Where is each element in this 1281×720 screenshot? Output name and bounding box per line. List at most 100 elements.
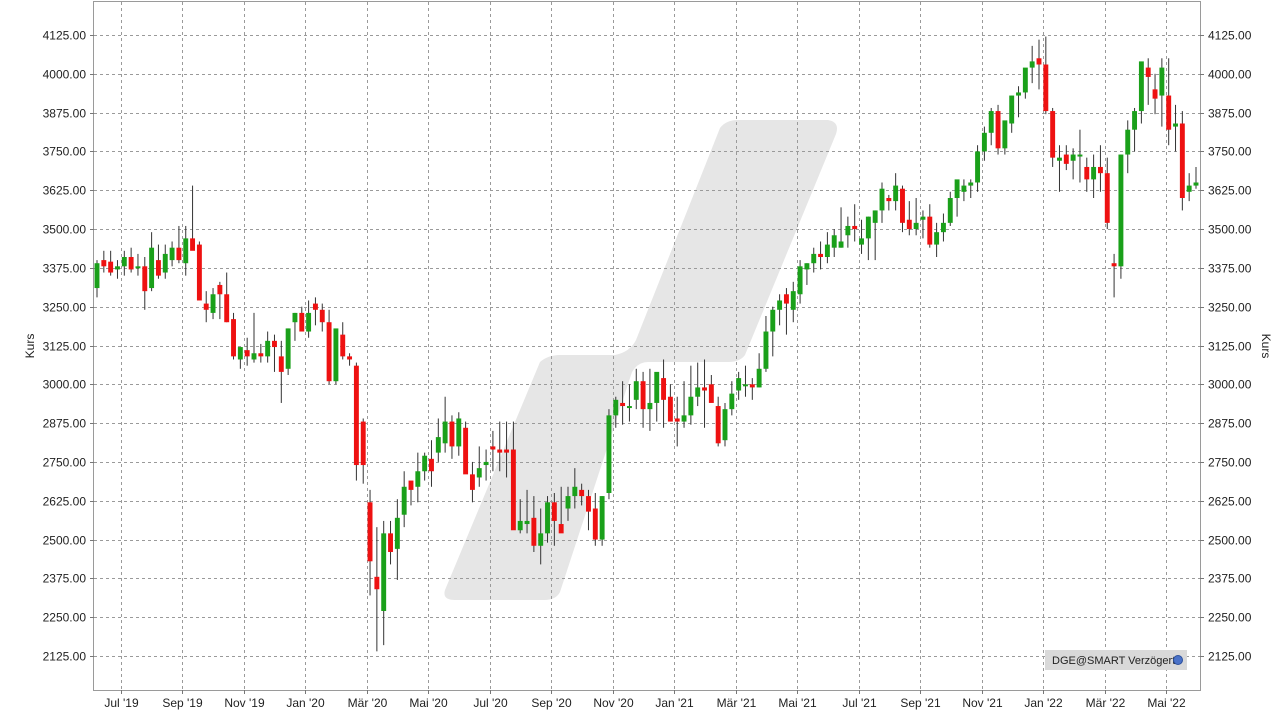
candle-body [449,421,455,447]
candle [640,371,646,428]
candle [736,371,742,400]
candle [285,328,291,375]
y-tick-label-left: 3000.00 [43,378,87,392]
y-tick-label-right: 3250.00 [1208,301,1252,315]
x-tick-label: Nov '19 [224,696,265,710]
candle [1145,58,1151,105]
candle-body [1016,92,1021,96]
candle [1138,61,1144,124]
candle-body [1009,95,1015,124]
candle-body [244,350,250,357]
candle-body [1036,58,1042,65]
y-tick-label-right: 3000.00 [1208,378,1252,392]
candle-body [456,418,462,447]
candle-body [360,421,366,466]
x-tick-label: Mär '21 [717,696,757,710]
x-tick-label: Sep '19 [162,696,203,710]
candle-body [190,238,196,251]
candle-body [340,334,346,357]
candle [326,309,332,385]
candle [599,496,605,546]
y-tick-label-right: 3125.00 [1208,340,1252,354]
candle [613,396,619,428]
candle-body [422,455,428,472]
candle-body [811,253,817,264]
y-tick-label-left: 2500.00 [43,534,87,548]
y-tick-label-right: 3875.00 [1208,107,1252,121]
candle-body [176,247,182,261]
candle [374,527,380,652]
candle [524,489,530,534]
candle-body [558,524,564,534]
candle [1070,148,1076,180]
candle-body [490,446,496,450]
y-tick-label-right: 2125.00 [1208,650,1252,664]
candle [1179,111,1185,211]
candle [169,241,175,267]
candle [162,244,168,279]
candle-body [797,266,803,295]
candle-body [94,263,100,289]
candle-body [545,502,550,534]
candle-body [1138,61,1144,112]
candle [811,247,817,273]
candle-body [606,415,612,493]
candle [1029,45,1035,84]
candle-body [388,533,393,552]
candle [476,446,482,487]
candle [647,368,653,431]
candle [804,263,810,285]
y-tick-label-right: 2375.00 [1208,572,1252,586]
candle-body [442,421,448,444]
candle-body [1097,166,1103,174]
candle-body [579,489,585,497]
candle-body [128,257,134,270]
candle-body [838,241,844,248]
candle [429,440,434,487]
candle [770,306,776,357]
candle-body [981,132,987,152]
candle [292,312,298,341]
candle-body [654,371,660,403]
candle-body [415,471,421,487]
candle-body [633,381,639,400]
y-axis-title-right: Kurs [1259,334,1273,359]
y-tick-label-right: 3750.00 [1208,145,1252,159]
candle-body [572,486,578,497]
candle-body [551,502,557,521]
candle-body [872,210,878,223]
candle [551,492,557,546]
candle [401,471,407,528]
candle-body [517,520,523,531]
candle [954,179,960,217]
candle-body [661,378,667,400]
candle-body [1104,173,1110,223]
candle [749,378,755,400]
candle [988,107,994,146]
candle [299,306,305,332]
candle [244,337,250,366]
y-tick-label-left: 3750.00 [43,145,87,159]
candle [251,312,257,363]
candle-body [524,520,530,525]
candle-body [790,291,796,310]
candle [394,499,400,580]
candle-body [538,533,544,546]
candle-body [565,496,571,509]
candle [859,219,864,254]
candle [913,198,919,236]
candle-body [722,409,728,441]
candle-body [995,111,1001,149]
candle [688,365,694,425]
x-tick-label: Jul '21 [842,696,877,710]
candle [442,396,448,453]
y-tick-label-left: 2125.00 [43,650,87,664]
candle-body [1118,154,1124,267]
candle-body [920,216,926,220]
candle-body [299,312,305,332]
candle [483,449,489,481]
candle-body [285,328,291,369]
candle [879,182,885,223]
candle-body [272,340,277,348]
